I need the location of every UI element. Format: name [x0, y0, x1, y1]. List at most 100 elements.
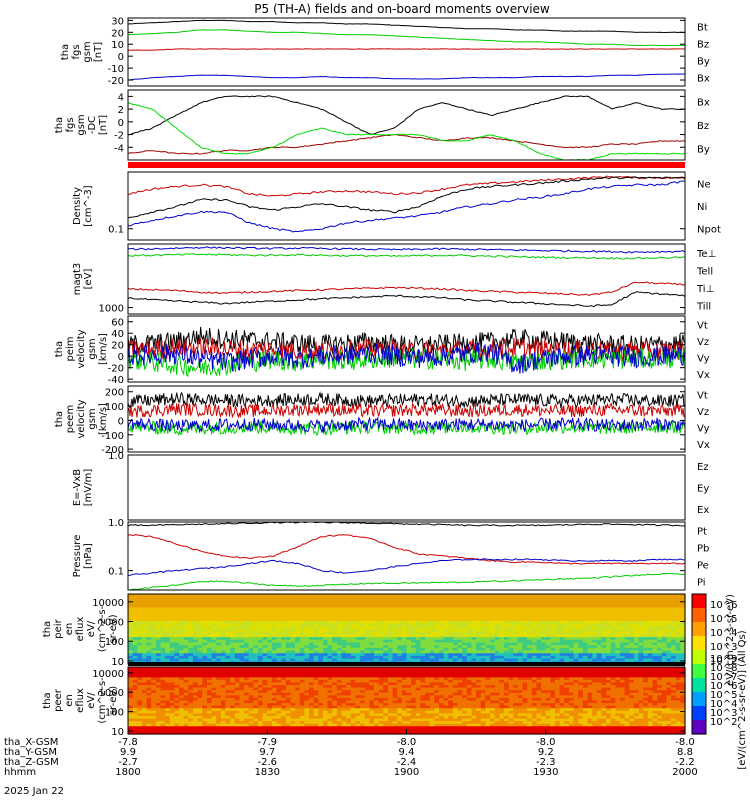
heatmap-cell: [541, 626, 547, 630]
panel-frame: [127, 17, 686, 87]
heatmap-cell: [643, 631, 649, 635]
heatmap-cell: [211, 647, 217, 652]
heatmap-cell: [462, 596, 468, 600]
heatmap-cell: [322, 637, 329, 641]
heatmap-cell: [661, 604, 668, 609]
heatmap-cell: [179, 626, 185, 630]
heatmap-cell: [137, 708, 143, 712]
heatmap-cell: [531, 653, 538, 657]
heatmap-cell: [211, 710, 217, 714]
heatmap-cell: [165, 620, 171, 625]
heatmap-cell: [387, 623, 394, 627]
heatmap-cell: [411, 679, 417, 684]
heatmap-cell: [420, 695, 426, 699]
heatmap-cell: [225, 596, 231, 600]
heatmap-cell: [457, 637, 463, 641]
heatmap-cell: [387, 626, 394, 630]
heatmap-cell: [257, 658, 264, 662]
heatmap-cell: [364, 629, 370, 633]
heatmap-cell: [318, 634, 324, 638]
heatmap-cell: [271, 642, 278, 646]
heatmap-cell: [183, 653, 189, 657]
heatmap-cell: [671, 631, 677, 635]
heatmap-cell: [346, 626, 352, 630]
heatmap-cell: [601, 594, 607, 598]
legend-p7-2: Ex: [697, 505, 709, 516]
heatmap-cell: [248, 645, 254, 649]
heatmap-cell: [132, 620, 138, 625]
heatmap-cell: [429, 626, 435, 630]
heatmap-cell: [582, 647, 589, 652]
heatmap-cell: [290, 669, 296, 673]
heatmap-cell: [332, 631, 338, 635]
heatmap-cell: [657, 634, 663, 638]
heatmap-cell: [146, 650, 152, 654]
heatmap-cell: [327, 637, 333, 641]
heatmap-cell: [146, 728, 152, 733]
heatmap-cell: [383, 667, 389, 671]
heatmap-cell: [397, 594, 403, 598]
heatmap-cell: [336, 655, 343, 660]
heatmap-cell: [244, 700, 250, 704]
heatmap-cell: [355, 629, 361, 633]
heatmap-cell: [230, 653, 236, 657]
heatmap-cell: [499, 650, 505, 654]
heatmap-cell: [485, 650, 491, 654]
heatmap-cell: [341, 674, 347, 678]
heatmap-cell: [462, 615, 468, 619]
heatmap-cell: [387, 697, 394, 702]
heatmap-cell: [216, 700, 222, 704]
heatmap-cell: [485, 620, 491, 625]
heatmap-cell: [211, 697, 217, 702]
heatmap-cell: [151, 620, 157, 625]
heatmap-cell: [141, 685, 148, 689]
heatmap-cell: [267, 718, 273, 722]
heatmap-cell: [281, 599, 287, 603]
heatmap-cell: [141, 631, 148, 635]
heatmap-cell: [155, 594, 162, 598]
heatmap-cell: [643, 642, 649, 646]
heatmap-cell: [220, 655, 227, 660]
heatmap-cell: [216, 594, 222, 598]
heatmap-cell: [517, 623, 524, 627]
heatmap-cell: [151, 723, 157, 727]
heatmap-cell: [387, 726, 394, 730]
heatmap-cell: [220, 607, 227, 611]
heatmap-cell: [271, 669, 278, 673]
heatmap-cell: [346, 700, 352, 704]
heatmap-cell: [369, 682, 375, 686]
heatmap-cell: [592, 612, 598, 617]
heatmap-cell: [132, 623, 138, 627]
heatmap-cell: [271, 679, 278, 684]
heatmap-cell: [341, 634, 347, 638]
heatmap-cell: [494, 658, 500, 662]
heatmap-cell: [299, 594, 305, 598]
heatmap-cell: [378, 623, 384, 627]
heatmap-cell: [299, 685, 305, 689]
heatmap-cell: [281, 658, 287, 662]
heatmap-cell: [285, 705, 292, 709]
heatmap-cell: [680, 602, 686, 606]
heatmap-cell: [369, 626, 375, 630]
heatmap-cell: [573, 639, 579, 644]
heatmap-cell: [508, 615, 514, 619]
heatmap-cell: [174, 697, 180, 702]
heatmap-cell: [197, 612, 203, 617]
heatmap-cell: [406, 682, 412, 686]
heatmap-cell: [132, 631, 138, 635]
heatmap-cell: [480, 623, 487, 627]
heatmap-cell: [448, 631, 454, 635]
heatmap-cell: [295, 672, 301, 676]
heatmap-cell: [517, 650, 524, 654]
heatmap-cell: [267, 715, 273, 720]
heatmap-cell: [624, 655, 630, 660]
heatmap-cell: [160, 679, 166, 684]
heatmap-cell: [322, 715, 329, 720]
heatmap-cell: [369, 639, 375, 644]
heatmap-cell: [425, 692, 431, 696]
heatmap-cell: [327, 620, 333, 625]
heatmap-cell: [253, 658, 259, 662]
heatmap-cell: [360, 615, 366, 619]
heatmap-cell: [137, 620, 143, 625]
heatmap-cell: [327, 674, 333, 678]
